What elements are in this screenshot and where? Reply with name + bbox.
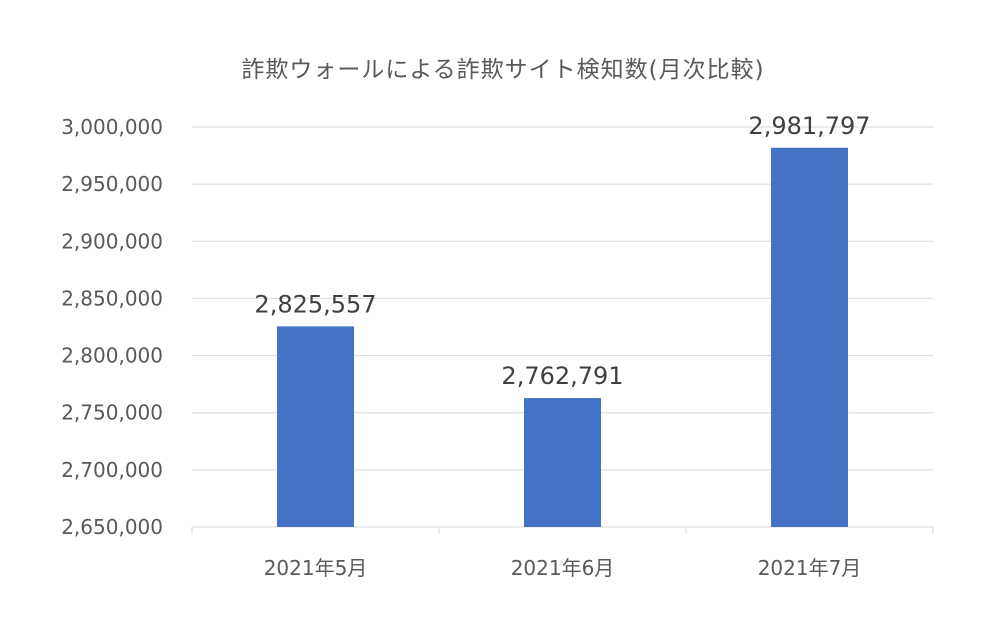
y-tick-label: 2,800,000 (61, 344, 163, 368)
y-tick-label: 2,850,000 (61, 286, 163, 310)
x-tick-label: 2021年7月 (758, 556, 862, 580)
y-tick-label: 2,700,000 (61, 458, 163, 482)
y-tick-label: 2,650,000 (61, 515, 163, 539)
y-tick-label: 2,900,000 (61, 229, 163, 253)
bar (524, 398, 601, 527)
data-label: 2,762,791 (501, 362, 623, 390)
data-label: 2,981,797 (748, 112, 870, 140)
data-label: 2,825,557 (254, 290, 376, 318)
x-tick-label: 2021年6月 (511, 556, 615, 580)
y-tick-label: 2,950,000 (61, 172, 163, 196)
chart-title: 詐欺ウォールによる詐欺サイト検知数(月次比較) (241, 57, 765, 83)
y-tick-label: 3,000,000 (61, 115, 163, 139)
x-tick-label: 2021年5月 (264, 556, 368, 580)
bar (771, 147, 848, 528)
y-tick-label: 2,750,000 (61, 401, 163, 425)
bar (277, 326, 354, 527)
